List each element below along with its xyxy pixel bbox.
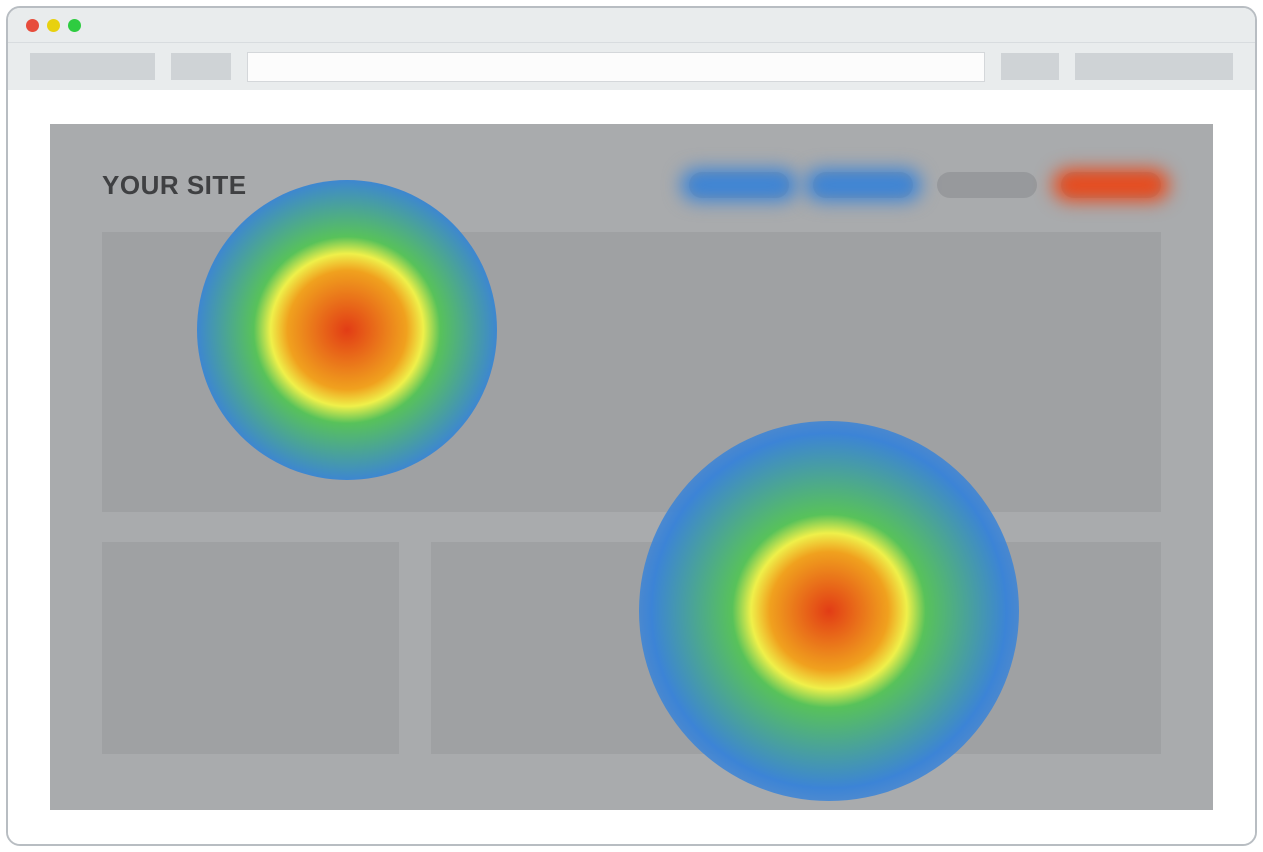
site-nav xyxy=(689,172,1161,198)
nav-link-4[interactable] xyxy=(1061,172,1161,198)
close-icon[interactable] xyxy=(26,19,39,32)
card-row xyxy=(102,542,1161,754)
browser-window: YOUR SITE xyxy=(6,6,1257,846)
address-bar[interactable] xyxy=(247,52,985,82)
site-canvas: YOUR SITE xyxy=(50,124,1213,810)
nav-link-1[interactable] xyxy=(689,172,789,198)
toolbar-button-reload[interactable] xyxy=(1001,53,1059,80)
maximize-icon[interactable] xyxy=(68,19,81,32)
toolbar-button-group-left[interactable] xyxy=(30,53,155,80)
nav-link-3[interactable] xyxy=(937,172,1037,198)
browser-toolbar xyxy=(8,43,1255,90)
nav-link-2[interactable] xyxy=(813,172,913,198)
site-title: YOUR SITE xyxy=(102,170,247,201)
card-right xyxy=(431,542,1161,754)
card-left xyxy=(102,542,399,754)
site-header: YOUR SITE xyxy=(102,164,1161,206)
titlebar xyxy=(8,8,1255,43)
minimize-icon[interactable] xyxy=(47,19,60,32)
toolbar-button-group-right[interactable] xyxy=(1075,53,1233,80)
card-divider xyxy=(792,542,800,754)
viewport: YOUR SITE xyxy=(8,90,1255,844)
toolbar-button-back-forward[interactable] xyxy=(171,53,231,80)
hero-panel xyxy=(102,232,1161,512)
